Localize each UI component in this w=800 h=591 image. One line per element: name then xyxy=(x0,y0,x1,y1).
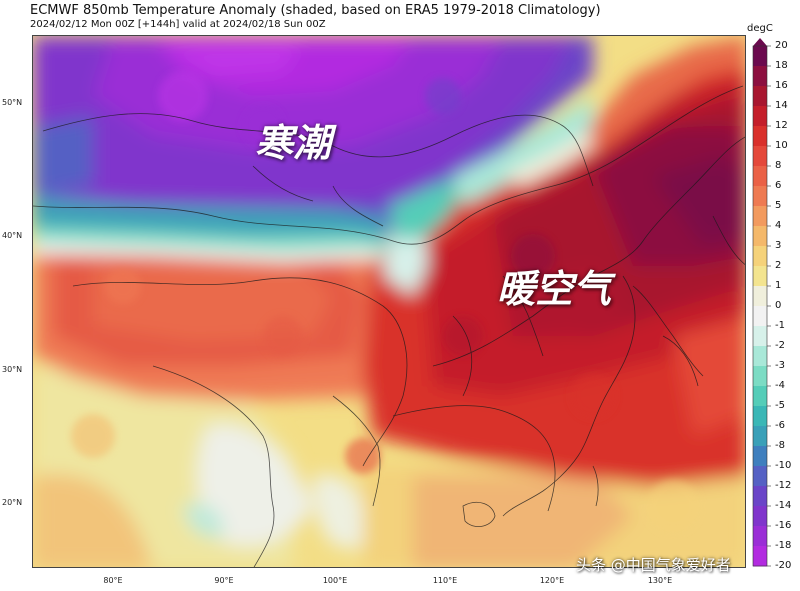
colorbar-segment xyxy=(753,66,767,87)
lat-label-30: 30°N xyxy=(2,365,23,374)
colorbar-tick-label: -14 xyxy=(775,500,792,511)
lon-label-110: 110°E xyxy=(432,576,458,585)
cold-wave-annotation: 寒潮 xyxy=(255,121,332,165)
colorbar-segment xyxy=(753,506,767,527)
colorbar-tick-label: -12 xyxy=(775,480,792,491)
chart-title: ECMWF 850mb Temperature Anomaly (shaded,… xyxy=(30,3,601,18)
colorbar-segment xyxy=(753,86,767,107)
anomaly-texture xyxy=(71,71,699,532)
colorbar-segment xyxy=(753,286,767,307)
colorbar-segment xyxy=(753,226,767,247)
colorbar-segment xyxy=(753,466,767,487)
colorbar-segment xyxy=(753,46,767,67)
colorbar-tick-label: -6 xyxy=(775,420,785,431)
anomaly-map xyxy=(32,35,746,568)
colorbar-segment xyxy=(753,386,767,407)
colorbar-tick-label: -18 xyxy=(775,540,792,551)
lon-label-100: 100°E xyxy=(322,576,348,585)
colorbar-tick-label: -10 xyxy=(775,460,792,471)
colorbar-segment xyxy=(753,546,767,567)
colorbar-tick-label: -3 xyxy=(775,360,785,371)
colorbar-tick-label: 12 xyxy=(775,120,788,131)
colorbar-segment xyxy=(753,426,767,447)
colorbar-segment xyxy=(753,246,767,267)
colorbar-segment xyxy=(753,306,767,327)
colorbar-tick-label: 18 xyxy=(775,60,788,71)
colorbar-tick-label: -2 xyxy=(775,340,785,351)
lon-label-90: 90°E xyxy=(214,576,234,585)
colorbar-segment xyxy=(753,206,767,227)
colorbar-segment xyxy=(753,446,767,467)
lon-label-80: 80°E xyxy=(103,576,123,585)
colorbar-tick-label: 4 xyxy=(775,220,782,231)
colorbar-tick-label: -20 xyxy=(775,560,792,571)
colorbar-unit: degC xyxy=(747,23,773,34)
colorbar-segment xyxy=(753,146,767,167)
colorbar-segment xyxy=(753,406,767,427)
anomaly-shading xyxy=(33,36,745,567)
colorbar-extend-top xyxy=(753,38,767,46)
colorbar-tick-label: 14 xyxy=(775,100,788,111)
lat-label-20: 20°N xyxy=(2,498,23,507)
colorbar-tick-label: 1 xyxy=(775,280,782,291)
colorbar-tick-label: 8 xyxy=(775,160,782,171)
chart-subtitle: 2024/02/12 Mon 00Z [+144h] valid at 2024… xyxy=(30,19,326,30)
colorbar-segment xyxy=(753,366,767,387)
colorbar-tick-label: -8 xyxy=(775,440,785,451)
border-lines xyxy=(33,85,745,567)
lon-label-120: 120°E xyxy=(539,576,565,585)
anomaly-map-svg xyxy=(33,36,745,567)
colorbar-segment xyxy=(753,166,767,187)
colorbar-tick-label: 3 xyxy=(775,240,782,251)
colorbar-segment xyxy=(753,486,767,507)
colorbar-tick-label: 5 xyxy=(775,200,782,211)
lat-label-50: 50°N xyxy=(2,98,23,107)
colorbar-tick-label: -1 xyxy=(775,320,785,331)
watermark: 头条 @中国气象爱好者 xyxy=(576,556,731,574)
colorbar-segment xyxy=(753,346,767,367)
colorbar-tick-label: 10 xyxy=(775,140,788,151)
colorbar-segment xyxy=(753,326,767,347)
colorbar-tick-label: 16 xyxy=(775,80,788,91)
colorbar-tick-label: 2 xyxy=(775,260,782,271)
colorbar-tick-label: 0 xyxy=(775,300,782,311)
colorbar-segment xyxy=(753,526,767,547)
title-block: ECMWF 850mb Temperature Anomaly (shaded,… xyxy=(30,3,750,31)
colorbar-segment xyxy=(753,106,767,127)
colorbar-segment xyxy=(753,186,767,207)
colorbar-tick-label: 20 xyxy=(775,40,788,51)
colorbar-segment xyxy=(753,126,767,147)
lon-label-130: 130°E xyxy=(647,576,673,585)
warm-air-annotation: 暖空气 xyxy=(497,267,612,311)
lat-label-40: 40°N xyxy=(2,231,23,240)
colorbar-tick-label: -4 xyxy=(775,380,785,391)
colorbar-tick-label: 6 xyxy=(775,180,782,191)
colorbar xyxy=(752,38,771,567)
colorbar-tick-label: -5 xyxy=(775,400,785,411)
colorbar-tick-label: -16 xyxy=(775,520,792,531)
colorbar-segment xyxy=(753,266,767,287)
